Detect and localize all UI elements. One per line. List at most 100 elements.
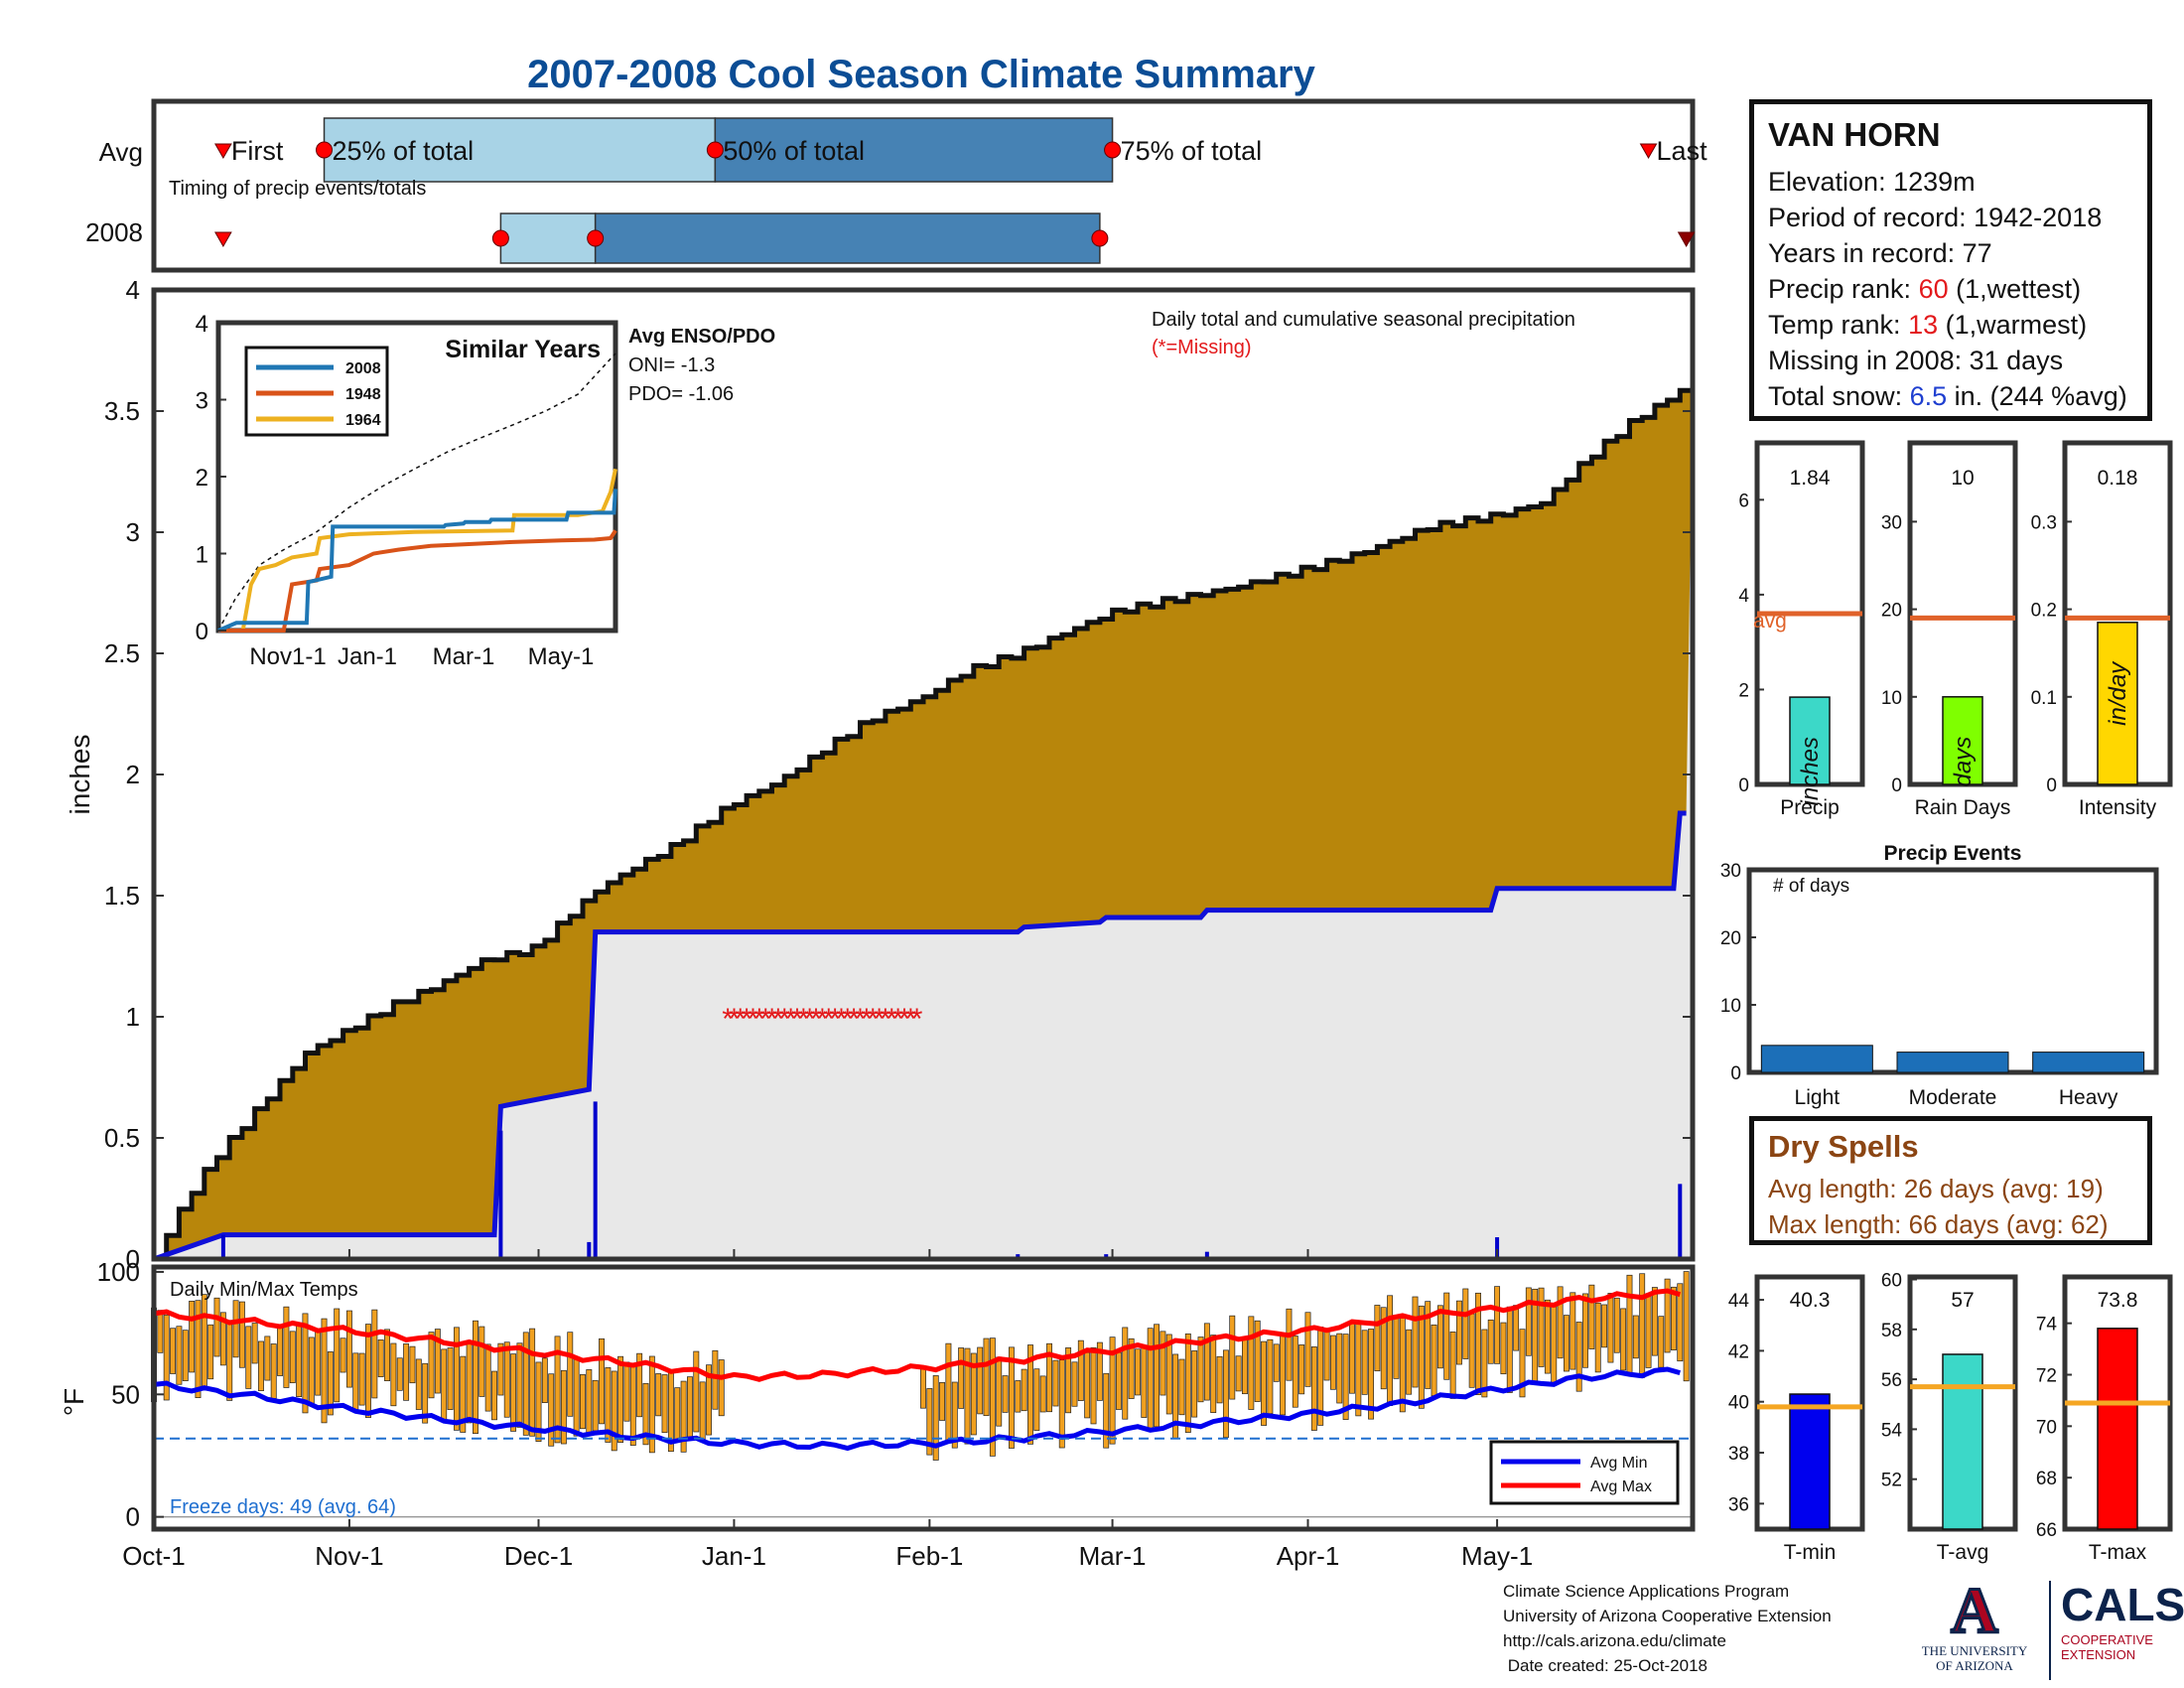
daily-temp-bar [661, 1374, 668, 1434]
missing-day-marker: * [778, 1003, 790, 1036]
missing-day-marker: * [886, 1003, 897, 1036]
daily-temp-bar [510, 1353, 517, 1432]
daily-temp-bar [1141, 1346, 1148, 1418]
daily-temp-bar [264, 1336, 271, 1381]
y-tick-label: 1.5 [104, 881, 140, 911]
temp-tick-label: 54 [1881, 1420, 1903, 1441]
daily-temp-bar [617, 1355, 624, 1444]
daily-temp-bar [1380, 1307, 1387, 1390]
footer-line-3: http://cals.arizona.edu/climate [1503, 1631, 1726, 1650]
snow-prefix: Total snow: [1768, 381, 1910, 411]
daily-temp-bar [554, 1336, 561, 1444]
daily-temp-bar [371, 1309, 378, 1399]
missing-day-marker: * [772, 1003, 784, 1036]
daily-temp-bar [453, 1327, 460, 1431]
temps-chart: 0 50 100 °F Daily Min/Max Temps Freeze days: … [59, 1257, 1696, 1532]
y2008-quantile-marker [587, 229, 605, 247]
temps-y-tick-label: 100 [97, 1257, 140, 1287]
missing-day-marker: * [829, 1003, 841, 1036]
missing-day-marker: * [836, 1003, 848, 1036]
row-label-2008: 2008 [85, 217, 143, 247]
daily-temp-bar [327, 1351, 334, 1416]
avg-box-upper [714, 117, 1114, 183]
daily-temp-bar [1525, 1287, 1532, 1356]
daily-temp-bar [1677, 1283, 1684, 1362]
temp-tick-label: 56 [1881, 1370, 1902, 1391]
missing-day-marker: * [748, 1003, 759, 1036]
daily-temp-bar [706, 1364, 712, 1436]
missing-day-marker: * [817, 1003, 829, 1036]
inset-legend-label: 1948 [345, 386, 381, 403]
daily-temp-bar [384, 1329, 390, 1381]
avg-last-marker [1639, 143, 1658, 160]
summary-label-2: Intensity [2079, 796, 2157, 819]
daily-temp-bar [522, 1332, 529, 1436]
legend-min-label: Avg Min [1590, 1455, 1648, 1472]
daily-temp-bar [1235, 1355, 1242, 1392]
cals-word: CALS [2061, 1579, 2184, 1630]
daily-temp-bar [1519, 1329, 1526, 1398]
temp-tick-label: 60 [1881, 1271, 1902, 1292]
daily-temp-bar [1607, 1293, 1614, 1363]
daily-temp-bar [1368, 1329, 1374, 1420]
precip-rank-prefix: Precip rank: [1768, 274, 1919, 304]
legend-max-label: Avg Max [1590, 1478, 1652, 1495]
missing-day-marker: * [880, 1003, 891, 1036]
events-frame [1746, 867, 2159, 1075]
daily-temp-bar [358, 1352, 365, 1406]
precip-events-chart: Precip Events # of days Light Moderate Heavy… [1720, 842, 2159, 1109]
daily-temp-bar [497, 1342, 504, 1396]
y2008-box-lower [499, 212, 597, 264]
summary-tick-label: 10 [1881, 688, 1902, 709]
avg-first-marker [214, 143, 232, 160]
missing-day-marker: * [791, 1003, 803, 1036]
daily-temp-bar [1109, 1336, 1116, 1445]
daily-temp-bar [567, 1332, 574, 1417]
daily-temp-bar [1090, 1346, 1097, 1425]
missing-label: Missing in 2008: 31 days [1768, 346, 2064, 375]
daily-temp-bar [1564, 1315, 1570, 1372]
daily-temp-bar [926, 1388, 933, 1456]
footer-line-2: University of Arizona Cooperative Extens… [1503, 1607, 1832, 1625]
summary-tick-label: 0.1 [2031, 688, 2057, 709]
daily-temp-bar [977, 1346, 984, 1415]
daily-temp-bar [1254, 1320, 1261, 1402]
daily-temp-bar [1267, 1338, 1274, 1415]
total-snow: Total snow: 6.5 in. (244 %avg) [1768, 378, 2133, 414]
daily-temp-bar [1222, 1349, 1229, 1439]
avg-box-lower [323, 117, 717, 183]
row-label-avg: Avg [99, 137, 143, 167]
missing-day-marker: * [842, 1003, 854, 1036]
inset-series-1948 [218, 529, 617, 633]
missing-day-marker: * [797, 1003, 809, 1036]
daily-precip-bar [587, 1241, 592, 1259]
daily-temp-bar [1065, 1347, 1072, 1414]
temps-y-axis-label: °F [59, 1388, 89, 1416]
daily-temp-bar [989, 1337, 996, 1457]
daily-precip-bar [498, 1130, 503, 1259]
daily-temp-bar [1229, 1315, 1236, 1400]
summary-avg-label: avg [1753, 610, 1787, 633]
temp-bar-1 [1942, 1353, 1983, 1530]
summary-bar-1 [1942, 696, 1983, 785]
cals-sub-2: EXTENSION [2061, 1647, 2136, 1662]
daily-temp-bar [157, 1310, 164, 1353]
daily-temp-bar [1456, 1300, 1462, 1365]
daily-temp-bar [1475, 1292, 1481, 1396]
daily-temp-bar [1443, 1292, 1450, 1380]
x-tick-label: Jan-1 [702, 1541, 766, 1571]
daily-temp-bar [1216, 1355, 1223, 1404]
daily-temp-bar [1046, 1342, 1052, 1413]
daily-temp-bar [302, 1313, 309, 1414]
freeze-days-label: Freeze days: 49 (avg. 64) [170, 1496, 396, 1518]
chart-title: 2007-2008 Cool Season Climate Summary [527, 53, 1315, 96]
daily-temp-bar [308, 1336, 315, 1404]
temp-tick-label: 58 [1881, 1321, 1902, 1341]
missing-day-marker: * [823, 1003, 835, 1036]
events-tick-label: 20 [1720, 928, 1741, 949]
events-title: Precip Events [1884, 842, 2022, 865]
daily-temp-bar [1008, 1346, 1015, 1449]
missing-day-marker: * [804, 1003, 816, 1036]
daily-temp-bar [1342, 1334, 1349, 1420]
temp-tick-label: 68 [2036, 1469, 2057, 1489]
